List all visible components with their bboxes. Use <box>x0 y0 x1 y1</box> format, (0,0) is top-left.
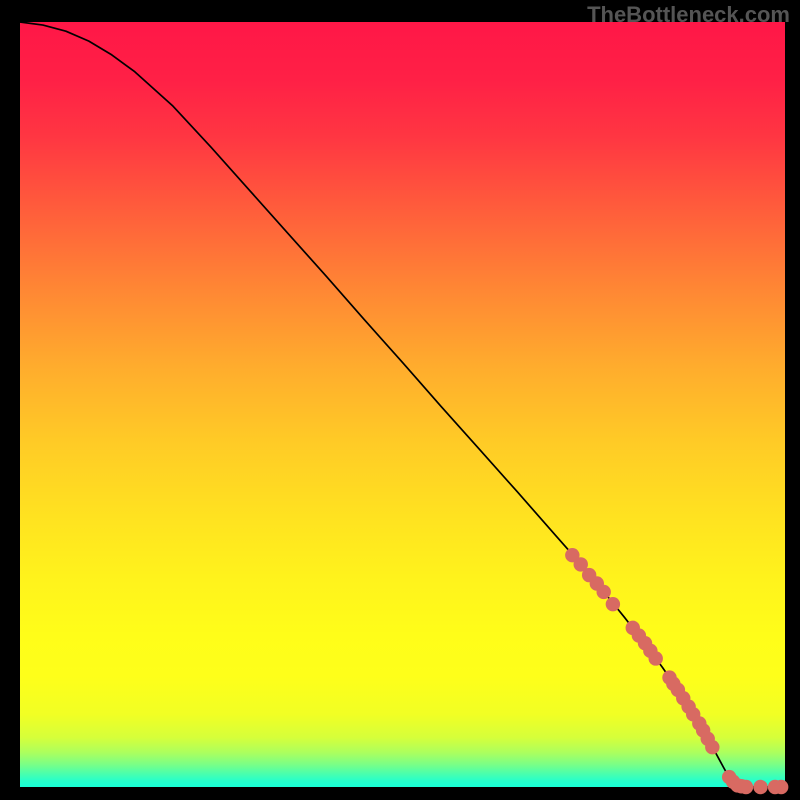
marker-point <box>649 651 663 665</box>
marker-point <box>739 780 753 794</box>
marker-point <box>705 740 719 754</box>
marker-point <box>606 597 620 611</box>
chart-svg <box>0 0 800 800</box>
chart-stage: TheBottleneck.com <box>0 0 800 800</box>
marker-point <box>774 780 788 794</box>
marker-point <box>753 780 767 794</box>
marker-point <box>597 585 611 599</box>
